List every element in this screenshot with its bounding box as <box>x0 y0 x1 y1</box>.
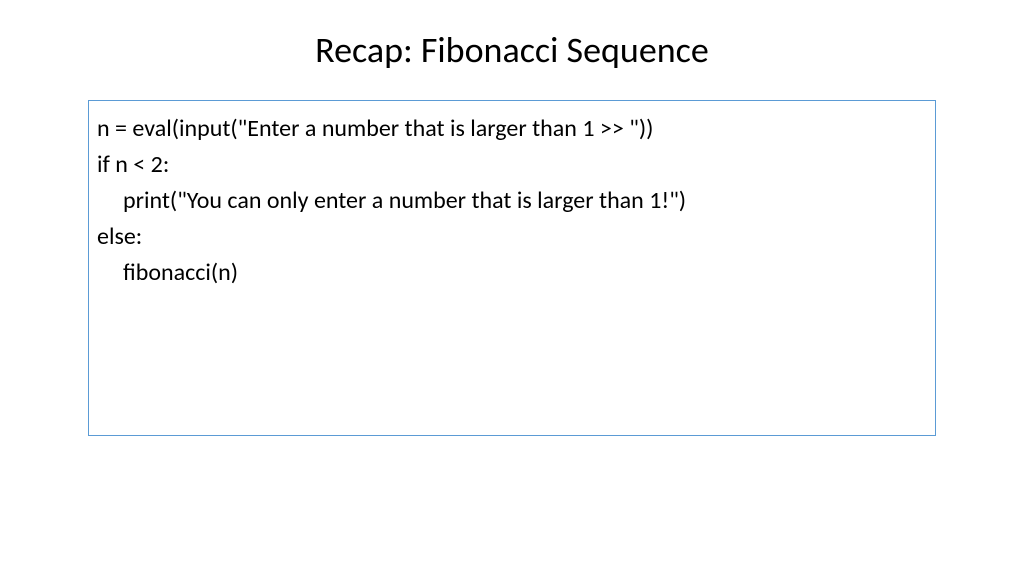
code-box: n = eval(input("Enter a number that is l… <box>88 100 936 436</box>
slide-title: Recap: Fibonacci Sequence <box>0 28 1024 72</box>
code-line: fibonacci(n) <box>97 255 927 291</box>
code-line: if n < 2: <box>97 147 927 183</box>
code-line: n = eval(input("Enter a number that is l… <box>97 111 927 147</box>
code-line: print("You can only enter a number that … <box>97 183 927 219</box>
slide-container: Recap: Fibonacci Sequence n = eval(input… <box>0 0 1024 576</box>
code-line: else: <box>97 219 927 255</box>
